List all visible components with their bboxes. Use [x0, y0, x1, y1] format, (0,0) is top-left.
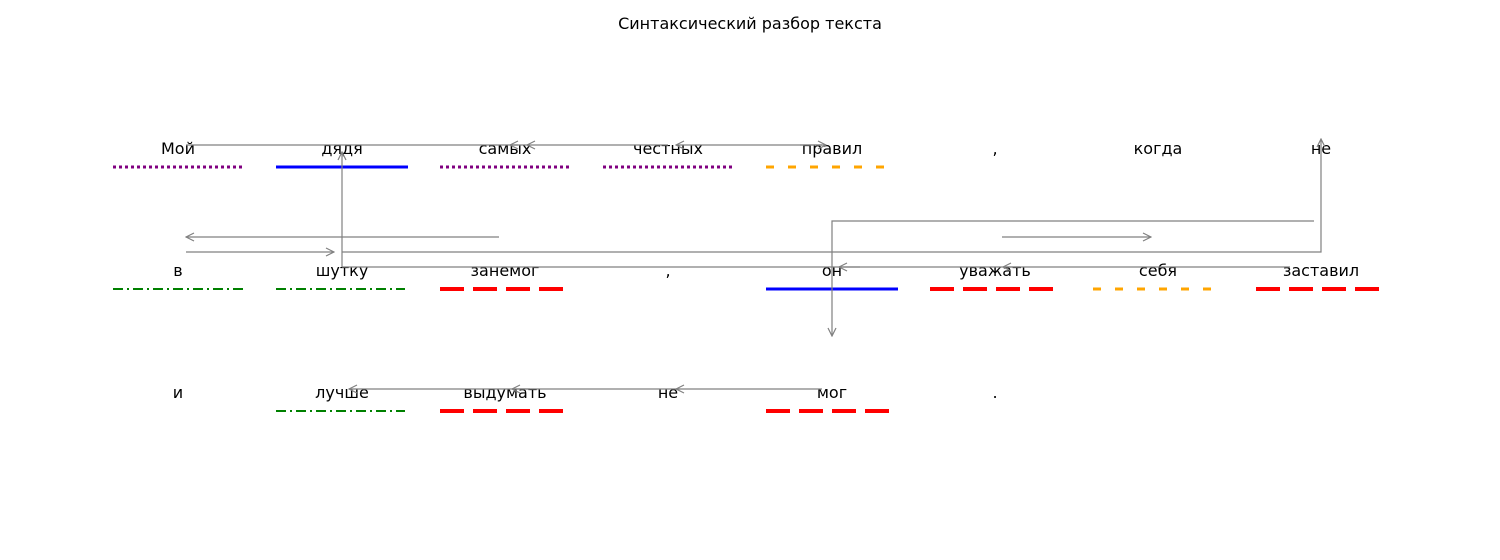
word-shutku: шутку [316, 261, 369, 280]
word-chestnykh: честных [633, 139, 703, 158]
word-samykh: самых [479, 139, 532, 158]
word-ne-2: не [658, 383, 678, 402]
arrow-to-ne [342, 139, 1321, 253]
word-moy: Мой [161, 139, 195, 158]
arrow-on-to-mog [832, 220, 1314, 336]
word-luchshe: лучше [315, 383, 369, 402]
word-i: и [173, 383, 183, 402]
word-sebya: себя [1139, 261, 1177, 280]
diagram-title: Синтаксический разбор текста [618, 14, 882, 33]
word-pravil: правил [802, 139, 862, 158]
word-uvazhat: уважать [959, 261, 1031, 280]
word-dyadya: дядя [321, 139, 362, 158]
word-period: . [992, 383, 997, 402]
word-mog: мог [817, 383, 847, 402]
word-zastavil: заставил [1283, 261, 1359, 280]
word-vydumat: выдумать [463, 383, 546, 402]
word-zanemog: занемог [471, 261, 540, 280]
word-comma-1: , [992, 139, 997, 158]
word-comma-2: , [665, 261, 670, 280]
word-v: в [173, 261, 182, 280]
word-kogda: когда [1134, 139, 1183, 158]
